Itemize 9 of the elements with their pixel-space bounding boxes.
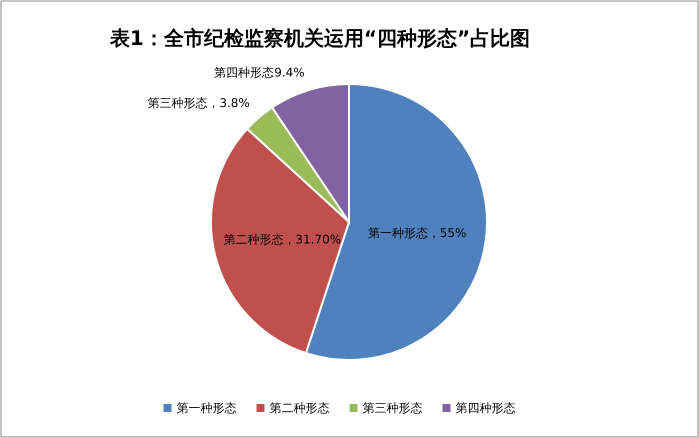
legend-label: 第二种形态: [270, 401, 330, 415]
data-label: 第四种形态9.4%: [214, 66, 305, 80]
legend-label: 第三种形态: [362, 401, 422, 415]
legend-label: 第四种形态: [456, 401, 516, 415]
chart-title: 表1：全市纪检监察机关运用“四种形态”占比图: [108, 26, 530, 50]
data-label: 第二种形态，31.70%: [223, 232, 342, 246]
legend-label: 第一种形态: [176, 401, 236, 415]
data-label: 第一种形态，55%: [368, 226, 466, 240]
data-label: 第三种形态，3.8%: [147, 96, 250, 110]
